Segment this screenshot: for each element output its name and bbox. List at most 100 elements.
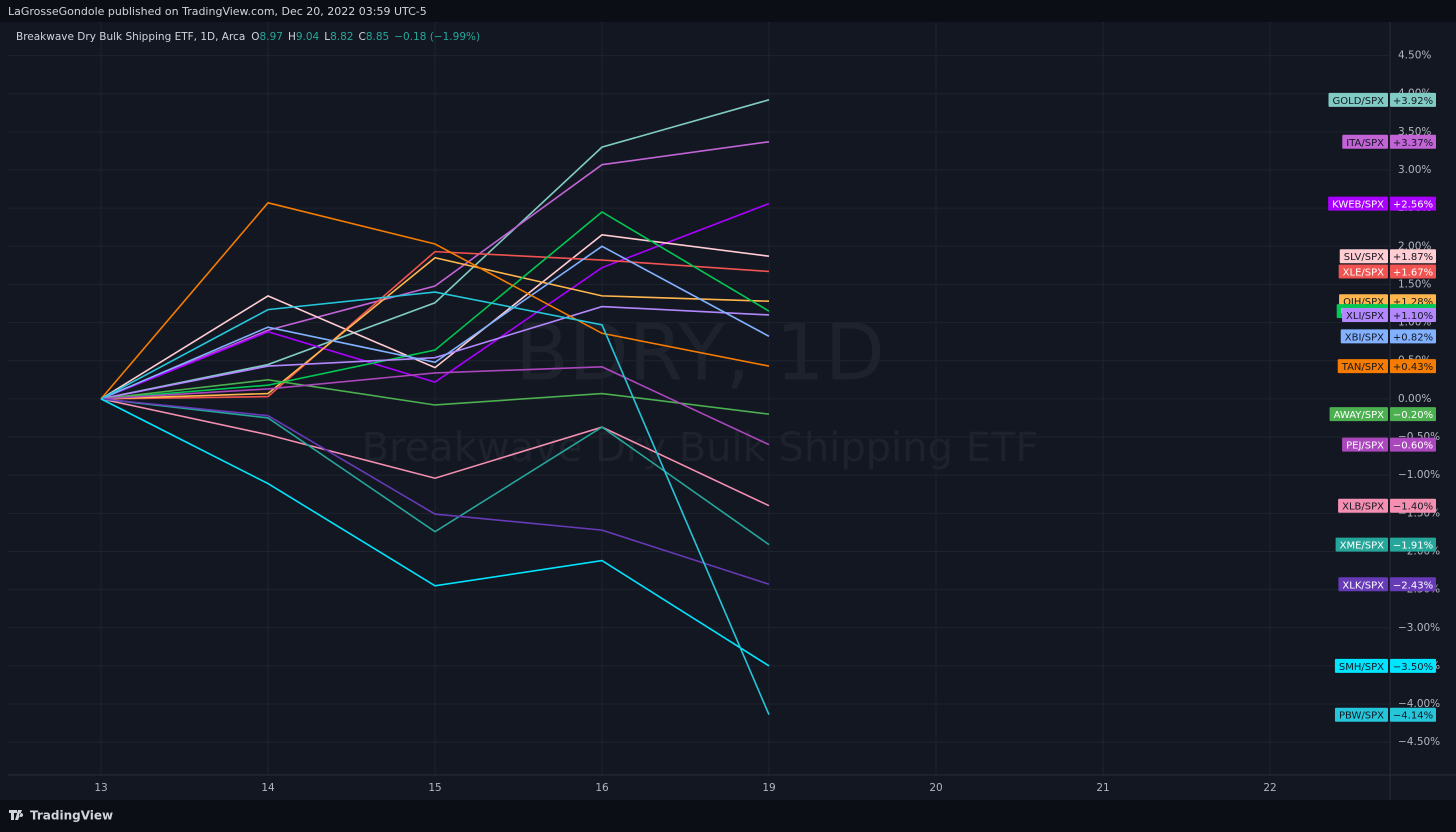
y-tick-label: −4.50% [1398, 736, 1440, 748]
series-line [100, 210, 770, 400]
c-label: C [358, 31, 365, 43]
tag-name: XLI/SPX [1346, 311, 1384, 322]
l-value: 8.82 [330, 31, 353, 43]
watermark-symbol: BDRY, 1D [515, 308, 885, 398]
top-bar [0, 0, 1456, 22]
tag-value: +1.67% [1393, 267, 1433, 278]
tag-name: XBI/SPX [1345, 332, 1384, 343]
tag-value: −4.14% [1393, 711, 1433, 722]
tag-value: +2.56% [1393, 200, 1433, 211]
series-line [100, 234, 770, 400]
tag-name: GOLD/SPX [1333, 96, 1385, 107]
y-tick-label: 3.00% [1398, 164, 1431, 176]
series-line [100, 291, 770, 716]
tag-name-bg [1338, 498, 1388, 513]
tag-name-bg [1329, 407, 1388, 422]
tag-name: ITA/SPX [1346, 138, 1384, 149]
tag-name-bg [1342, 437, 1388, 452]
tag-value-bg [1390, 329, 1436, 344]
l-label: L [324, 31, 330, 43]
series-line [100, 202, 770, 400]
o-label: O [251, 31, 259, 43]
h-value: 9.04 [296, 31, 320, 43]
x-tick-label: 22 [1263, 782, 1276, 794]
title: Breakwave Dry Bulk Shipping ETF, 1D, Arc… [16, 31, 245, 43]
tag-name: TAN/SPX [1341, 362, 1384, 373]
tag-name-bg [1334, 707, 1388, 722]
x-tick-label: 16 [595, 782, 609, 794]
tag-value: +1.87% [1393, 252, 1433, 263]
bottom-bar [0, 800, 1456, 832]
tag-value: +3.37% [1393, 138, 1433, 149]
tag-value-bg [1390, 537, 1436, 552]
tag-name-bg [1339, 249, 1388, 264]
c-value: 8.85 [366, 31, 389, 43]
tag-value-bg [1390, 407, 1436, 422]
tag-value: −1.91% [1393, 541, 1433, 552]
brand: TradingView [30, 809, 113, 823]
series-line [100, 366, 770, 446]
series-line [100, 398, 770, 667]
y-tick-label: −1.00% [1398, 469, 1440, 481]
x-tick-label: 13 [94, 782, 107, 794]
tag-name: SMH/SPX [1339, 662, 1384, 673]
tag-value: −2.43% [1393, 580, 1433, 591]
tag-name: XME/SPX [1340, 541, 1385, 552]
tag-value-bg [1390, 498, 1436, 513]
tag-name: XLB/SPX [1342, 502, 1384, 513]
tag-name: KWEB/SPX [1332, 200, 1384, 211]
tag-value: −0.60% [1393, 441, 1433, 452]
tag-value-bg [1390, 264, 1436, 279]
tag-value-bg [1390, 707, 1436, 722]
tag-name: AWAY/SPX [1334, 410, 1385, 421]
logo-icon [9, 810, 24, 820]
o-value: 8.97 [260, 31, 283, 43]
change: −0.18 (−1.99%) [394, 31, 480, 43]
tag-value: +1.28% [1393, 297, 1433, 308]
series-line [100, 99, 770, 400]
tag-value-bg [1390, 92, 1436, 107]
tag-value-bg [1390, 307, 1436, 322]
tag-name-bg [1338, 577, 1388, 592]
series-line [100, 201, 770, 400]
tag-name-bg [1328, 196, 1388, 211]
tag-name: PBW/SPX [1339, 711, 1384, 722]
watermark-name: Breakwave Dry Bulk Shipping ETF [362, 425, 1039, 471]
series-line [100, 140, 770, 400]
tag-value-bg [1390, 437, 1436, 452]
tag-name-bg [1334, 658, 1388, 673]
tag-name-bg [1328, 92, 1388, 107]
tag-value-bg [1390, 359, 1436, 374]
series-line [100, 398, 770, 546]
tag-value: +1.10% [1393, 311, 1433, 322]
tag-value: −0.20% [1393, 410, 1433, 421]
tag-value-bg [1390, 196, 1436, 211]
tag-name: SLV/SPX [1344, 252, 1384, 263]
x-tick-label: 20 [929, 782, 942, 794]
series-line [100, 245, 770, 400]
series-line [100, 256, 770, 400]
y-tick-label: 0.00% [1398, 393, 1431, 405]
series-line [100, 305, 770, 400]
y-tick-label: 1.50% [1398, 278, 1431, 290]
legend-title: Breakwave Dry Bulk Shipping ETF, 1D, Arc… [16, 31, 480, 43]
tag-value: +3.92% [1393, 96, 1433, 107]
x-tick-label: 21 [1096, 782, 1109, 794]
tag-name: PEJ/SPX [1346, 441, 1384, 452]
tag-value: +0.82% [1393, 332, 1433, 343]
y-tick-label: 4.50% [1398, 50, 1431, 62]
tag-name-bg [1342, 307, 1388, 322]
tag-value-bg [1390, 577, 1436, 592]
tag-name-bg [1335, 537, 1388, 552]
series-line [100, 398, 770, 586]
tag-name-bg [1342, 134, 1388, 149]
tag-value-bg [1390, 134, 1436, 149]
tag-name-bg [1338, 264, 1388, 279]
series-line [100, 379, 770, 415]
x-tick-label: 14 [261, 782, 275, 794]
h-label: H [288, 31, 296, 43]
tag-name: OIH/SPX [1343, 297, 1384, 308]
tag-value: −1.40% [1393, 502, 1433, 513]
tag-value-bg [1390, 249, 1436, 264]
